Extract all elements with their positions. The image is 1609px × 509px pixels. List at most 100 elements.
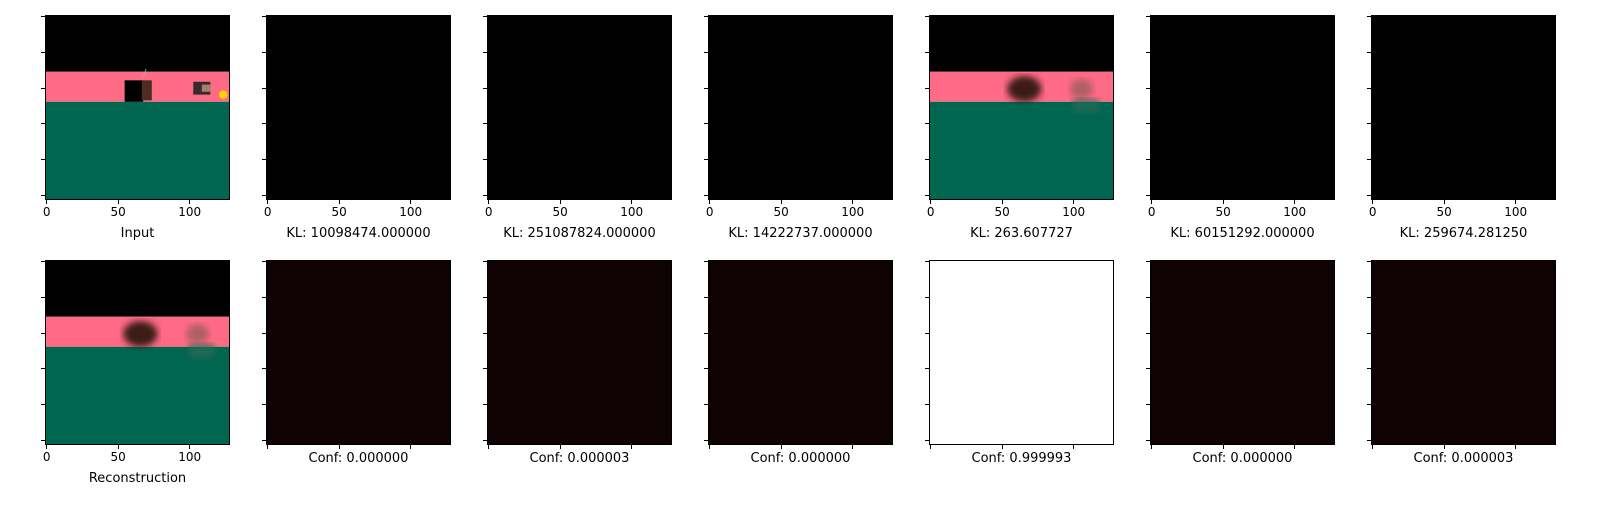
subplot-caption: KL: 259674.281250 xyxy=(1399,226,1528,241)
y-tick xyxy=(483,159,487,161)
x-tick xyxy=(709,200,711,204)
blurred-object xyxy=(123,321,158,347)
x-tick xyxy=(189,445,191,449)
y-tick xyxy=(704,159,708,161)
y-tick xyxy=(262,261,266,263)
dark-box-object xyxy=(124,80,144,102)
x-tick xyxy=(1443,200,1445,204)
y-tick xyxy=(41,194,45,196)
brown-box-object xyxy=(141,80,152,101)
x-tick xyxy=(1222,445,1224,449)
y-tick xyxy=(262,194,266,196)
subplot-caption: Conf: 0.000003 xyxy=(1413,451,1514,466)
y-tick xyxy=(1146,404,1150,406)
x-tick-label: 50 xyxy=(331,205,347,219)
y-tick xyxy=(483,16,487,18)
y-tick xyxy=(925,87,929,89)
x-tick-label: 100 xyxy=(399,205,423,219)
x-tick xyxy=(1443,445,1445,449)
x-tick xyxy=(410,445,412,449)
subplot-image xyxy=(1371,15,1556,200)
y-tick xyxy=(1146,51,1150,53)
y-tick xyxy=(1367,261,1371,263)
x-tick xyxy=(631,445,633,449)
x-tick-label: 100 xyxy=(1283,205,1307,219)
y-tick xyxy=(1146,16,1150,18)
y-tick xyxy=(704,194,708,196)
subplot-caption: KL: 60151292.000000 xyxy=(1170,226,1315,241)
x-tick xyxy=(852,445,854,449)
y-tick xyxy=(1367,439,1371,441)
blurred-object xyxy=(1007,76,1042,102)
y-tick xyxy=(41,123,45,125)
subplot-image xyxy=(45,15,230,200)
x-tick xyxy=(1151,445,1153,449)
y-tick xyxy=(704,16,708,18)
x-tick xyxy=(1073,445,1075,449)
x-tick-label: 0 xyxy=(705,205,714,219)
y-tick xyxy=(262,16,266,18)
y-tick xyxy=(1146,439,1150,441)
x-tick-label: 0 xyxy=(42,205,51,219)
sky-region xyxy=(930,16,1113,72)
x-tick-label: 50 xyxy=(1215,205,1231,219)
x-tick xyxy=(1001,445,1003,449)
y-tick xyxy=(925,404,929,406)
y-tick xyxy=(1367,51,1371,53)
y-tick xyxy=(262,296,266,298)
x-tick-label: 50 xyxy=(552,205,568,219)
sky-region xyxy=(46,16,229,72)
x-tick-label: 50 xyxy=(773,205,789,219)
x-tick-label: 100 xyxy=(1504,205,1528,219)
subplot-image xyxy=(266,15,451,200)
y-tick xyxy=(41,16,45,18)
x-tick-label: 100 xyxy=(620,205,644,219)
y-tick xyxy=(1367,16,1371,18)
x-tick-label: 0 xyxy=(484,205,493,219)
x-tick xyxy=(559,200,561,204)
subplot-image xyxy=(929,260,1114,445)
y-tick xyxy=(262,404,266,406)
subplot-caption: Conf: 0.999993 xyxy=(971,451,1072,466)
x-tick xyxy=(338,200,340,204)
x-tick xyxy=(1222,200,1224,204)
y-tick xyxy=(262,439,266,441)
x-tick xyxy=(189,200,191,204)
x-tick xyxy=(46,445,48,449)
y-tick xyxy=(925,368,929,370)
x-tick-label: 0 xyxy=(926,205,935,219)
y-tick xyxy=(483,296,487,298)
x-tick xyxy=(488,200,490,204)
ground-region xyxy=(46,101,229,199)
x-tick xyxy=(852,200,854,204)
y-tick xyxy=(1146,261,1150,263)
y-tick xyxy=(262,51,266,53)
x-tick-label: 50 xyxy=(110,205,126,219)
subplot-image xyxy=(1150,260,1335,445)
x-tick xyxy=(780,200,782,204)
x-tick-label: 0 xyxy=(1147,205,1156,219)
small-box-highlight xyxy=(201,84,211,92)
x-tick xyxy=(117,200,119,204)
subplot-image xyxy=(45,260,230,445)
x-tick-label: 100 xyxy=(1062,205,1086,219)
reconstruction-scene-image xyxy=(930,16,1113,199)
subplot-image xyxy=(708,15,893,200)
y-tick xyxy=(1146,194,1150,196)
y-tick xyxy=(1367,194,1371,196)
y-tick xyxy=(1367,87,1371,89)
y-tick xyxy=(925,261,929,263)
y-tick xyxy=(1146,123,1150,125)
ground-region xyxy=(930,101,1113,199)
x-tick xyxy=(1294,200,1296,204)
subplot-caption: Conf: 0.000000 xyxy=(1192,451,1293,466)
x-tick xyxy=(1001,200,1003,204)
x-tick xyxy=(267,200,269,204)
subplot-caption: Reconstruction xyxy=(88,471,187,486)
y-tick xyxy=(483,87,487,89)
y-tick xyxy=(1367,404,1371,406)
y-tick xyxy=(483,404,487,406)
antenna-line xyxy=(142,68,147,78)
x-tick xyxy=(338,445,340,449)
y-tick xyxy=(262,159,266,161)
